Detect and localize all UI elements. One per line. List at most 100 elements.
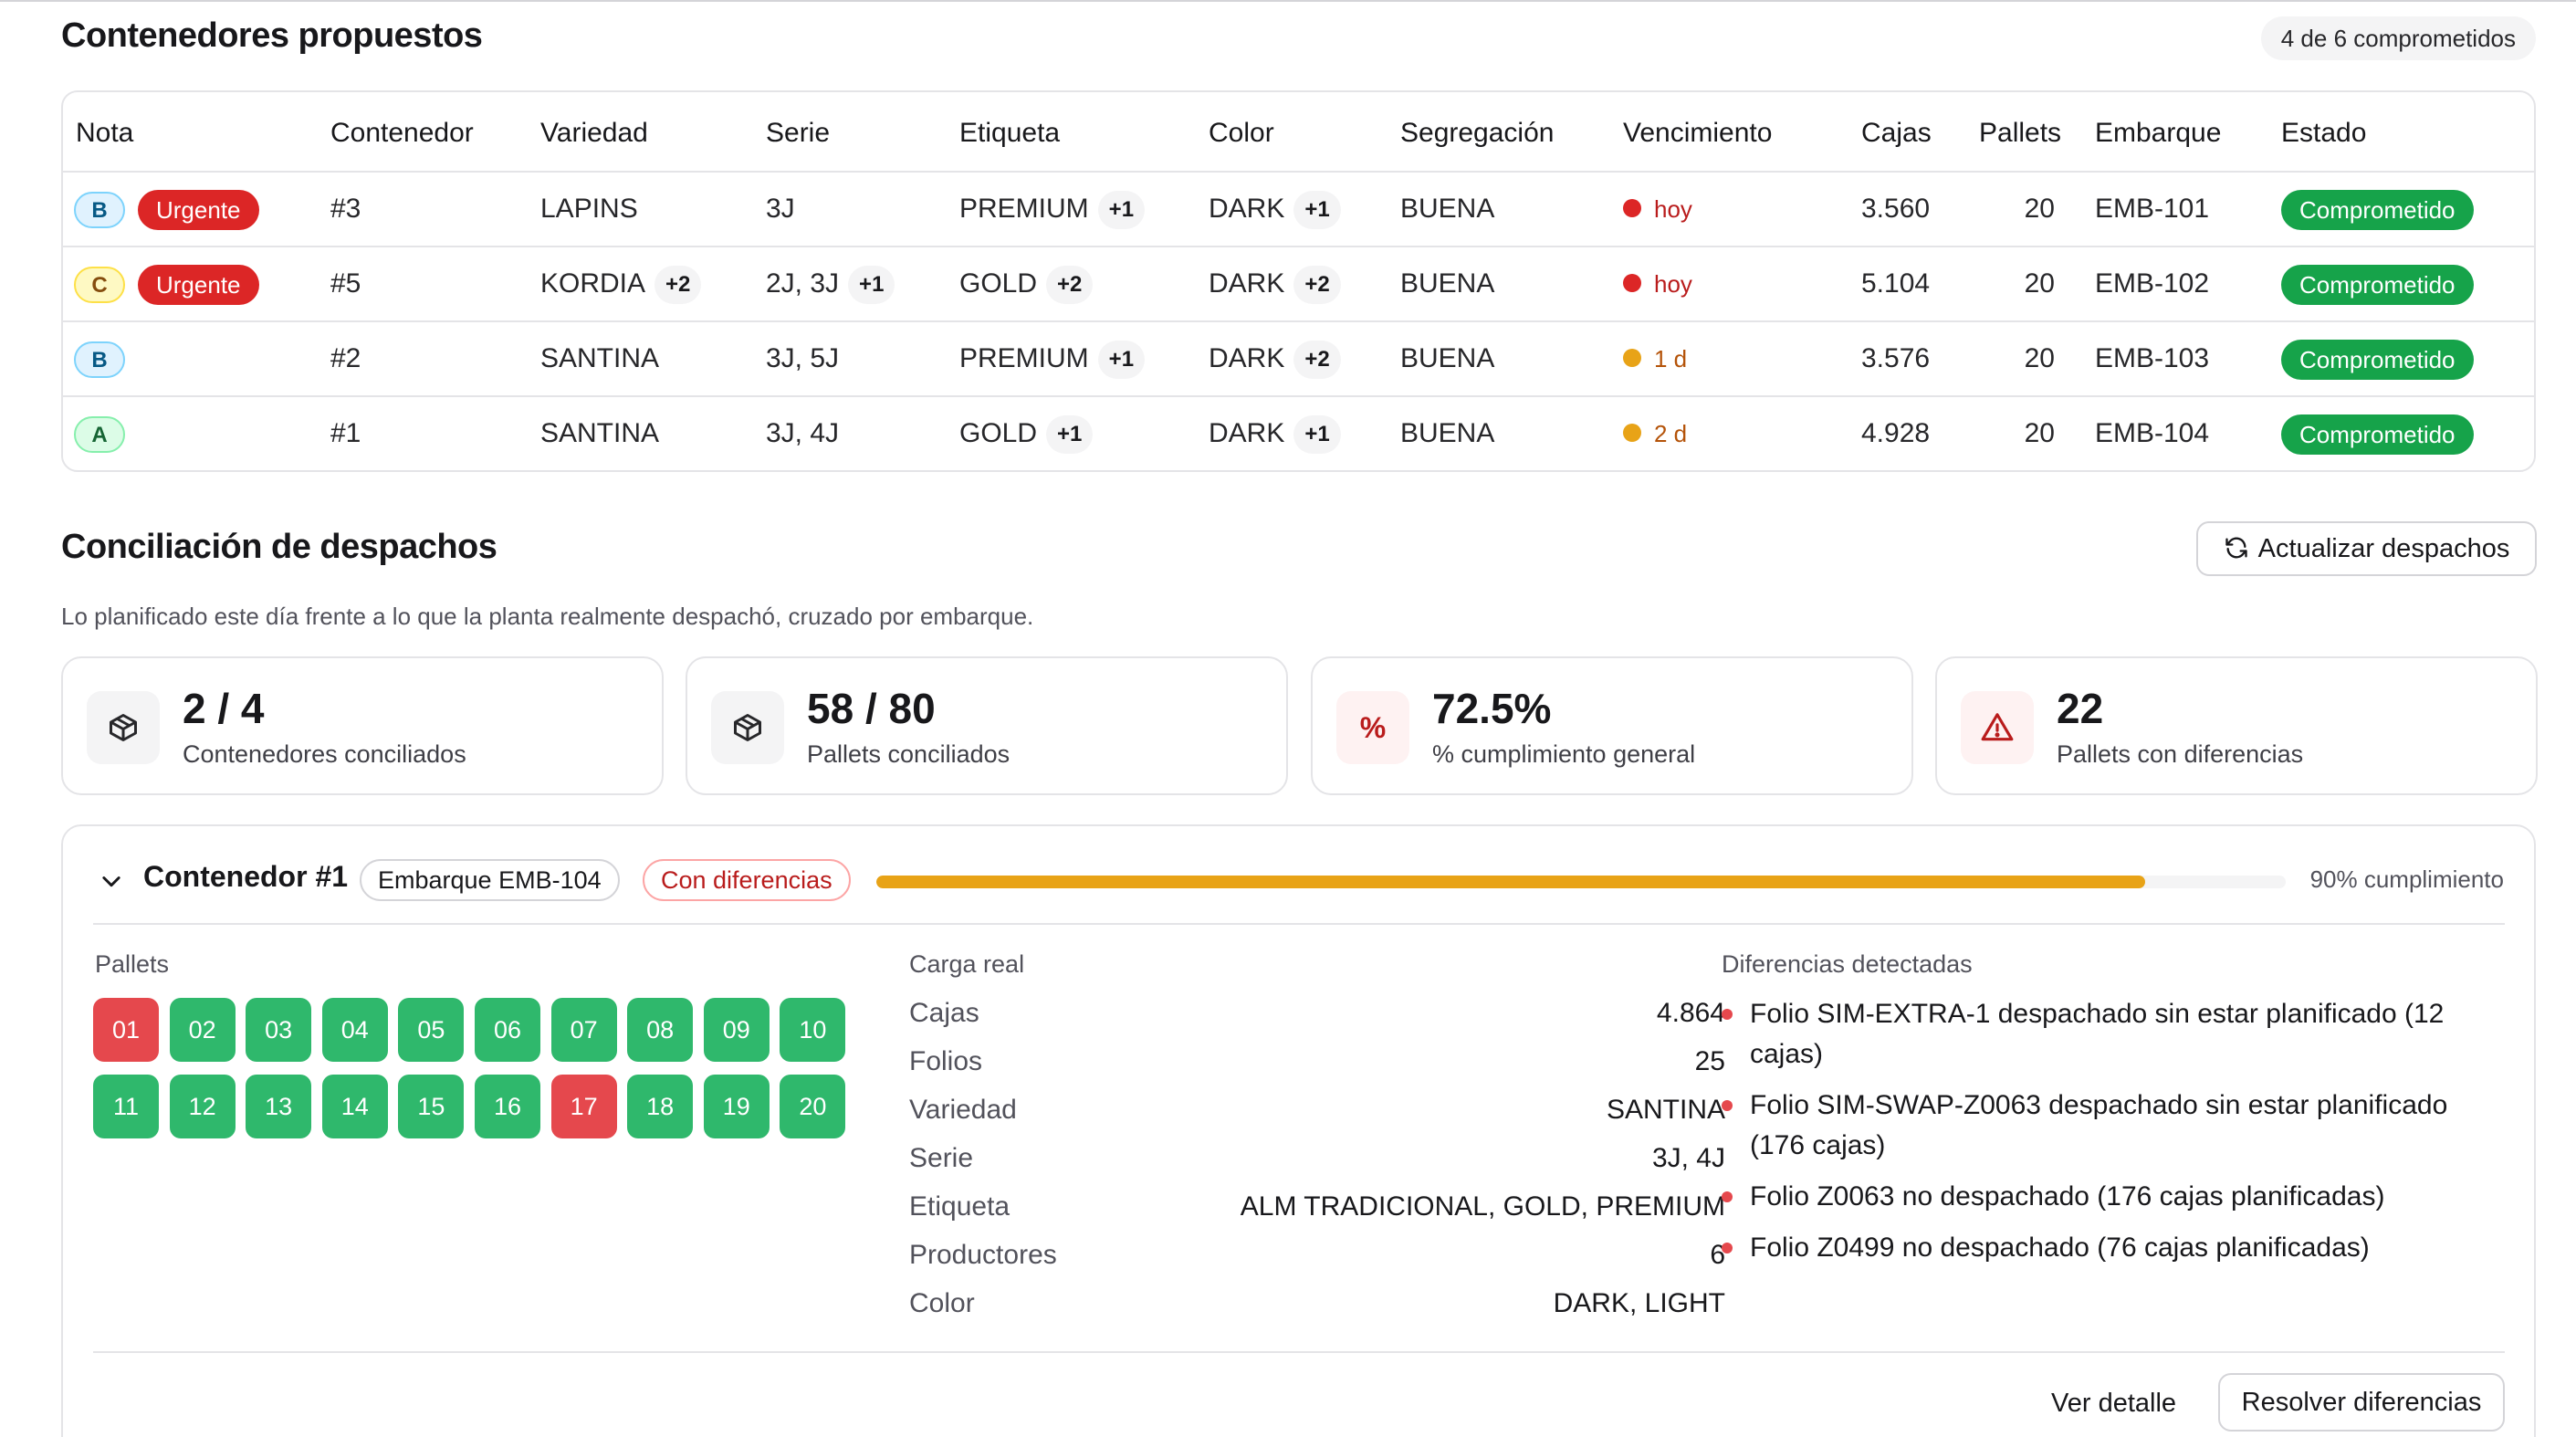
more-badge[interactable]: +2 [1046, 266, 1094, 305]
pallets-value: 20 [2024, 343, 2055, 373]
pallet-chip[interactable]: 15 [398, 1075, 465, 1138]
pallet-chip[interactable]: 18 [627, 1075, 694, 1138]
load-heading: Carga real [909, 950, 1025, 978]
container-title[interactable]: Contenedor #1 [143, 860, 349, 893]
col-nota[interactable]: Nota [76, 118, 134, 148]
more-badge[interactable]: +1 [1293, 191, 1341, 230]
view-detail-button[interactable]: Ver detalle [2051, 1389, 2177, 1418]
label-cell: PREMIUM +1 [959, 322, 1146, 395]
shipment-value: EMB-104 [2095, 418, 2210, 448]
load-key: Variedad [909, 1095, 1017, 1125]
more-badge[interactable]: +2 [1293, 341, 1341, 380]
label-value: GOLD [959, 268, 1038, 299]
more-badge[interactable]: +1 [1097, 341, 1146, 380]
refresh-dispatches-button[interactable]: Actualizar despachos [2196, 521, 2537, 576]
divider [93, 1351, 2505, 1353]
difference-text: Folio Z0499 no despachado (76 cajas plan… [1750, 1232, 2370, 1263]
load-key: Serie [909, 1143, 974, 1173]
kpi-value: 72.5% [1432, 685, 1552, 732]
col-color[interactable]: Color [1209, 118, 1274, 148]
urgent-badge: Urgente [138, 190, 259, 231]
due-dot [1623, 274, 1641, 293]
container-id: #2 [330, 343, 361, 373]
color-cell: DARK +2 [1209, 322, 1341, 395]
more-badge[interactable]: +1 [1046, 415, 1094, 455]
pallet-chip[interactable]: 19 [703, 1075, 770, 1138]
serie-cell: 3J, 4J [766, 397, 839, 470]
pallet-chip[interactable]: 16 [475, 1075, 540, 1138]
more-badge[interactable]: +1 [1097, 191, 1146, 230]
grade-badge: B [74, 341, 125, 379]
shipment-value: EMB-103 [2095, 343, 2210, 373]
difference-item: Folio Z0499 no despachado (76 cajas plan… [1722, 1228, 2479, 1268]
table-row[interactable]: B #2 SANTINA 3J, 5J PREMIUM +1 DARK +2 BUENA 1 d 3… [63, 322, 2534, 397]
committed-count-badge: 4 de 6 comprometidos [2260, 16, 2536, 60]
pallet-chip[interactable]: 04 [321, 998, 388, 1062]
pallet-chip[interactable]: 07 [550, 998, 617, 1062]
more-badge[interactable]: +1 [1293, 415, 1341, 455]
divider [93, 923, 2505, 925]
due-value: hoy [1654, 195, 1692, 223]
more-badge[interactable]: +1 [848, 266, 895, 305]
col-segregacion[interactable]: Segregación [1400, 118, 1555, 148]
pallets-heading: Pallets [95, 950, 170, 978]
urgent-badge: Urgente [138, 265, 259, 306]
table-header: Nota Contenedor Variedad Serie Etiqueta … [63, 92, 2534, 173]
variety-value: SANTINA [540, 343, 660, 373]
bullet-dot [1722, 1191, 1733, 1202]
pallet-chip[interactable]: 13 [246, 1075, 312, 1138]
table-row[interactable]: A #1 SANTINA 3J, 4J GOLD +1 DARK +1 BUENA 2 d 4.92… [63, 397, 2534, 470]
grade-badge: B [74, 192, 125, 229]
load-value: 6 [1710, 1240, 1725, 1270]
col-vencimiento[interactable]: Vencimiento [1623, 118, 1773, 148]
col-embarque[interactable]: Embarque [2095, 118, 2222, 148]
col-serie[interactable]: Serie [766, 118, 831, 148]
more-badge[interactable]: +2 [654, 266, 702, 305]
status-badge: Comprometido [2281, 340, 2474, 381]
due-cell: 2 d [1623, 397, 1687, 470]
pallet-chip[interactable]: 06 [475, 998, 540, 1062]
status-badge: Comprometido [2281, 414, 2474, 456]
col-etiqueta[interactable]: Etiqueta [959, 118, 1061, 148]
variety-value: LAPINS [540, 194, 638, 224]
pallet-chip[interactable]: 17 [550, 1075, 617, 1138]
status-badge: Comprometido [2281, 265, 2474, 306]
cajas-value: 3.576 [1861, 343, 1931, 373]
resolve-differences-button[interactable]: Resolver diferencias [2218, 1373, 2505, 1432]
pallet-chip[interactable]: 10 [780, 998, 846, 1062]
pallet-chip[interactable]: 01 [93, 998, 159, 1062]
table-row[interactable]: C Urgente #5 KORDIA +2 2J, 3J +1 GOLD +2 DARK +2 BU… [63, 247, 2534, 322]
col-cajas[interactable]: Cajas [1861, 118, 1932, 148]
pallet-chip[interactable]: 11 [93, 1075, 159, 1138]
pallet-chip[interactable]: 09 [703, 998, 770, 1062]
chevron-down-icon[interactable] [99, 868, 124, 898]
col-contenedor[interactable]: Contenedor [330, 118, 474, 148]
load-key: Etiqueta [909, 1191, 1011, 1222]
load-key: Color [909, 1288, 975, 1318]
status-badge: Comprometido [2281, 190, 2474, 231]
col-estado[interactable]: Estado [2281, 118, 2367, 148]
table-row[interactable]: B Urgente #3 LAPINS 3J PREMIUM +1 DARK +1 BUENA ho… [63, 173, 2534, 247]
kpi-value: 2 / 4 [183, 685, 265, 732]
col-pallets[interactable]: Pallets [1979, 118, 2062, 148]
pallet-chip[interactable]: 02 [169, 998, 236, 1062]
load-value: DARK, LIGHT [1553, 1288, 1725, 1318]
pallet-chip[interactable]: 03 [246, 998, 312, 1062]
col-variedad[interactable]: Variedad [540, 118, 648, 148]
pallet-chip[interactable]: 14 [321, 1075, 388, 1138]
serie-value: 3J, 4J [766, 418, 840, 448]
box-icon [87, 691, 160, 764]
compliance-progress-bar [876, 876, 2286, 888]
difference-text: Folio SIM-EXTRA-1 despachado sin estar p… [1750, 999, 2445, 1069]
status-cell: Comprometido [2281, 173, 2474, 246]
pallet-chip[interactable]: 20 [780, 1075, 846, 1138]
due-cell: 1 d [1623, 322, 1687, 395]
grade-cell: B [74, 322, 125, 395]
color-value: DARK [1209, 268, 1285, 299]
due-cell: hoy [1623, 247, 1692, 320]
pallet-chip[interactable]: 08 [627, 998, 694, 1062]
container-id: #5 [330, 268, 361, 299]
more-badge[interactable]: +2 [1293, 266, 1341, 305]
pallet-chip[interactable]: 12 [169, 1075, 236, 1138]
pallet-chip[interactable]: 05 [398, 998, 465, 1062]
